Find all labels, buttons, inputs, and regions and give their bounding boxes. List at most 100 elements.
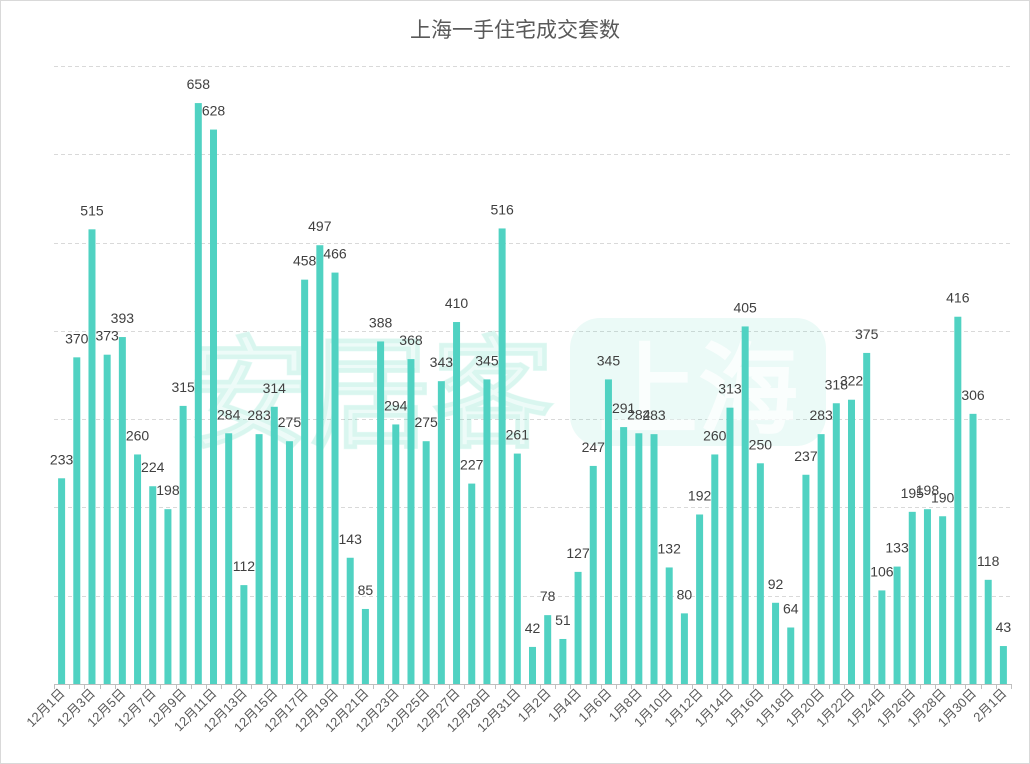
data-label-29: 345 [475, 352, 499, 368]
data-label-5: 393 [111, 310, 135, 326]
bar-11 [210, 129, 217, 684]
bar-56 [893, 566, 901, 684]
bar-12 [225, 433, 233, 684]
data-label-30: 516 [490, 201, 514, 217]
bar-16 [285, 441, 293, 684]
data-label-58: 198 [916, 482, 940, 498]
data-label-54: 375 [855, 326, 879, 342]
data-label-12: 284 [217, 406, 241, 422]
data-label-9: 315 [171, 379, 195, 395]
bar-33 [544, 615, 552, 684]
bar-27 [453, 322, 461, 684]
watermark-brand: 安居客 [188, 327, 554, 463]
data-label-25: 275 [414, 414, 438, 430]
data-label-62: 118 [977, 553, 1000, 569]
data-label-33: 78 [540, 588, 556, 604]
data-label-17: 458 [293, 253, 317, 269]
data-label-60: 416 [946, 290, 970, 306]
data-label-38: 291 [612, 400, 636, 416]
bar-47 [756, 463, 764, 684]
data-label-42: 80 [677, 586, 693, 602]
data-label-46: 405 [733, 299, 757, 315]
bar-52 [832, 403, 840, 684]
bar-62 [984, 579, 992, 684]
data-label-36: 247 [582, 439, 606, 455]
bars [58, 103, 1007, 684]
bar-60 [954, 316, 962, 684]
bar-13 [240, 585, 248, 684]
bar-3 [88, 229, 96, 684]
data-label-16: 275 [278, 414, 302, 430]
bar-61 [969, 413, 977, 684]
bar-32 [529, 646, 536, 684]
watermark-city: 上海 [598, 335, 798, 447]
data-label-44: 260 [703, 427, 727, 443]
data-label-27: 410 [445, 295, 469, 311]
bar-22 [377, 341, 385, 684]
bar-4 [103, 354, 111, 684]
data-label-7: 224 [141, 459, 165, 475]
bar-59 [939, 516, 947, 684]
bar-34 [559, 638, 567, 684]
data-label-19: 466 [323, 246, 347, 262]
data-label-47: 250 [749, 436, 773, 452]
bar-35 [574, 571, 582, 684]
data-label-48: 92 [768, 576, 784, 592]
data-label-28: 227 [460, 457, 484, 473]
data-label-52: 318 [825, 376, 849, 392]
data-label-15: 314 [263, 380, 287, 396]
data-label-34: 51 [555, 612, 571, 628]
data-label-41: 132 [658, 540, 682, 556]
data-label-18: 497 [308, 218, 332, 234]
bar-39 [635, 433, 643, 684]
bar-1 [58, 478, 66, 684]
data-label-3: 515 [80, 202, 104, 218]
data-label-55: 106 [870, 563, 894, 579]
bar-41 [665, 567, 673, 684]
bar-49 [787, 627, 795, 684]
bar-20 [346, 557, 354, 684]
watermark: 安居客 上海 [188, 318, 826, 464]
bar-23 [392, 424, 400, 684]
data-label-59: 190 [931, 489, 955, 505]
bar-26 [437, 381, 445, 684]
bar-25 [422, 441, 430, 684]
x-axis-ticks [54, 684, 1012, 689]
data-label-49: 64 [783, 601, 799, 617]
bar-31 [513, 453, 521, 684]
bar-19 [331, 272, 339, 684]
data-label-35: 127 [566, 545, 590, 561]
bar-14 [255, 434, 263, 684]
bar-54 [863, 352, 871, 684]
bar-45 [726, 407, 734, 684]
bar-36 [589, 465, 597, 684]
data-label-8: 198 [156, 482, 180, 498]
data-label-50: 237 [794, 448, 818, 464]
data-label-61: 306 [961, 387, 985, 403]
bar-53 [848, 399, 855, 684]
bar-63 [999, 646, 1007, 684]
bar-18 [316, 245, 324, 684]
data-label-24: 368 [399, 332, 423, 348]
data-label-10: 658 [187, 76, 211, 92]
bar-44 [711, 454, 719, 684]
bar-38 [620, 427, 628, 684]
bar-30 [498, 228, 506, 684]
bar-58 [923, 509, 931, 684]
bar-37 [604, 379, 612, 684]
bar-6 [134, 454, 142, 684]
data-label-26: 343 [430, 354, 454, 370]
bar-46 [741, 326, 749, 684]
data-label-13: 112 [233, 558, 256, 574]
data-label-63: 43 [996, 619, 1012, 635]
data-label-4: 373 [95, 328, 119, 344]
bar-21 [361, 608, 369, 684]
data-label-45: 313 [718, 381, 742, 397]
bar-29 [483, 379, 491, 684]
data-label-43: 192 [688, 487, 712, 503]
bar-50 [802, 474, 810, 684]
data-label-20: 143 [339, 531, 363, 547]
data-label-21: 85 [358, 582, 374, 598]
watermark-badge [570, 318, 826, 446]
gridlines [54, 66, 1011, 597]
